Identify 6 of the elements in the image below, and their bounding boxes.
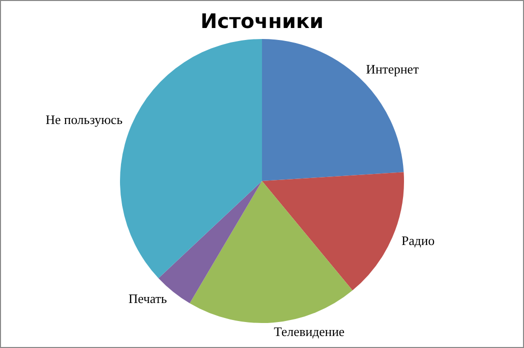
slice-label: Не пользуюсь xyxy=(46,112,123,128)
slice-label: Печать xyxy=(128,291,168,306)
slice-label: Телевидение xyxy=(274,324,345,339)
slice-label: Интернет xyxy=(366,62,420,77)
chart-title: Источники xyxy=(200,9,324,34)
slice-label: Радио xyxy=(402,232,435,248)
